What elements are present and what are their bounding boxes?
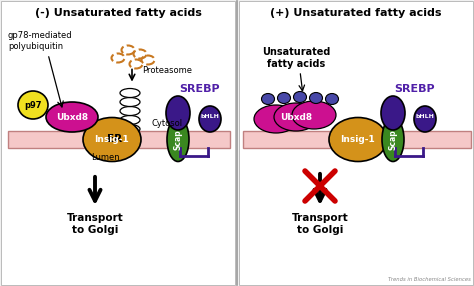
Text: (-) Unsaturated fatty acids: (-) Unsaturated fatty acids [35, 8, 201, 18]
Ellipse shape [414, 106, 436, 132]
Text: Transport
to Golgi: Transport to Golgi [292, 213, 348, 235]
Ellipse shape [329, 118, 387, 162]
Ellipse shape [120, 98, 140, 106]
Text: Insig-1: Insig-1 [95, 135, 129, 144]
Text: Lumen: Lumen [91, 152, 119, 162]
Ellipse shape [382, 118, 404, 162]
Ellipse shape [120, 124, 140, 134]
Text: Transport
to Golgi: Transport to Golgi [67, 213, 123, 235]
Ellipse shape [254, 105, 298, 133]
Ellipse shape [274, 103, 318, 131]
Bar [243, 131, 471, 148]
Text: bHLH: bHLH [416, 114, 435, 120]
Ellipse shape [18, 91, 48, 119]
Ellipse shape [120, 106, 140, 116]
Ellipse shape [120, 88, 140, 98]
Text: SREBP: SREBP [395, 84, 435, 94]
Ellipse shape [292, 101, 336, 129]
Ellipse shape [166, 96, 190, 130]
Ellipse shape [83, 118, 141, 162]
Bar [1, 1, 235, 285]
Text: Proteasome: Proteasome [142, 66, 192, 75]
Bar [239, 1, 473, 285]
Text: Scap: Scap [173, 129, 182, 150]
Text: p97: p97 [24, 100, 42, 110]
Ellipse shape [277, 92, 291, 104]
Text: (+) Unsaturated fatty acids: (+) Unsaturated fatty acids [270, 8, 442, 18]
Text: bHLH: bHLH [201, 114, 219, 120]
Ellipse shape [381, 96, 405, 130]
Text: gp78-mediated
polyubiquitin: gp78-mediated polyubiquitin [8, 31, 73, 51]
Ellipse shape [120, 116, 140, 124]
Text: Cytosol: Cytosol [152, 118, 183, 128]
Ellipse shape [46, 102, 98, 132]
Ellipse shape [293, 92, 307, 102]
Text: Scap: Scap [389, 129, 398, 150]
Ellipse shape [262, 94, 274, 104]
Text: ER: ER [108, 134, 123, 144]
Text: Insig-1: Insig-1 [341, 135, 375, 144]
Text: Ubxd8: Ubxd8 [280, 112, 312, 122]
Ellipse shape [199, 106, 221, 132]
Text: Unsaturated
fatty acids: Unsaturated fatty acids [262, 47, 330, 69]
Bar [8, 131, 230, 148]
Ellipse shape [326, 94, 338, 104]
Ellipse shape [310, 92, 322, 104]
Text: Trends in Biochemical Sciences: Trends in Biochemical Sciences [388, 277, 471, 282]
Text: Ubxd8: Ubxd8 [56, 112, 88, 122]
Text: SREBP: SREBP [180, 84, 220, 94]
Ellipse shape [167, 118, 189, 162]
